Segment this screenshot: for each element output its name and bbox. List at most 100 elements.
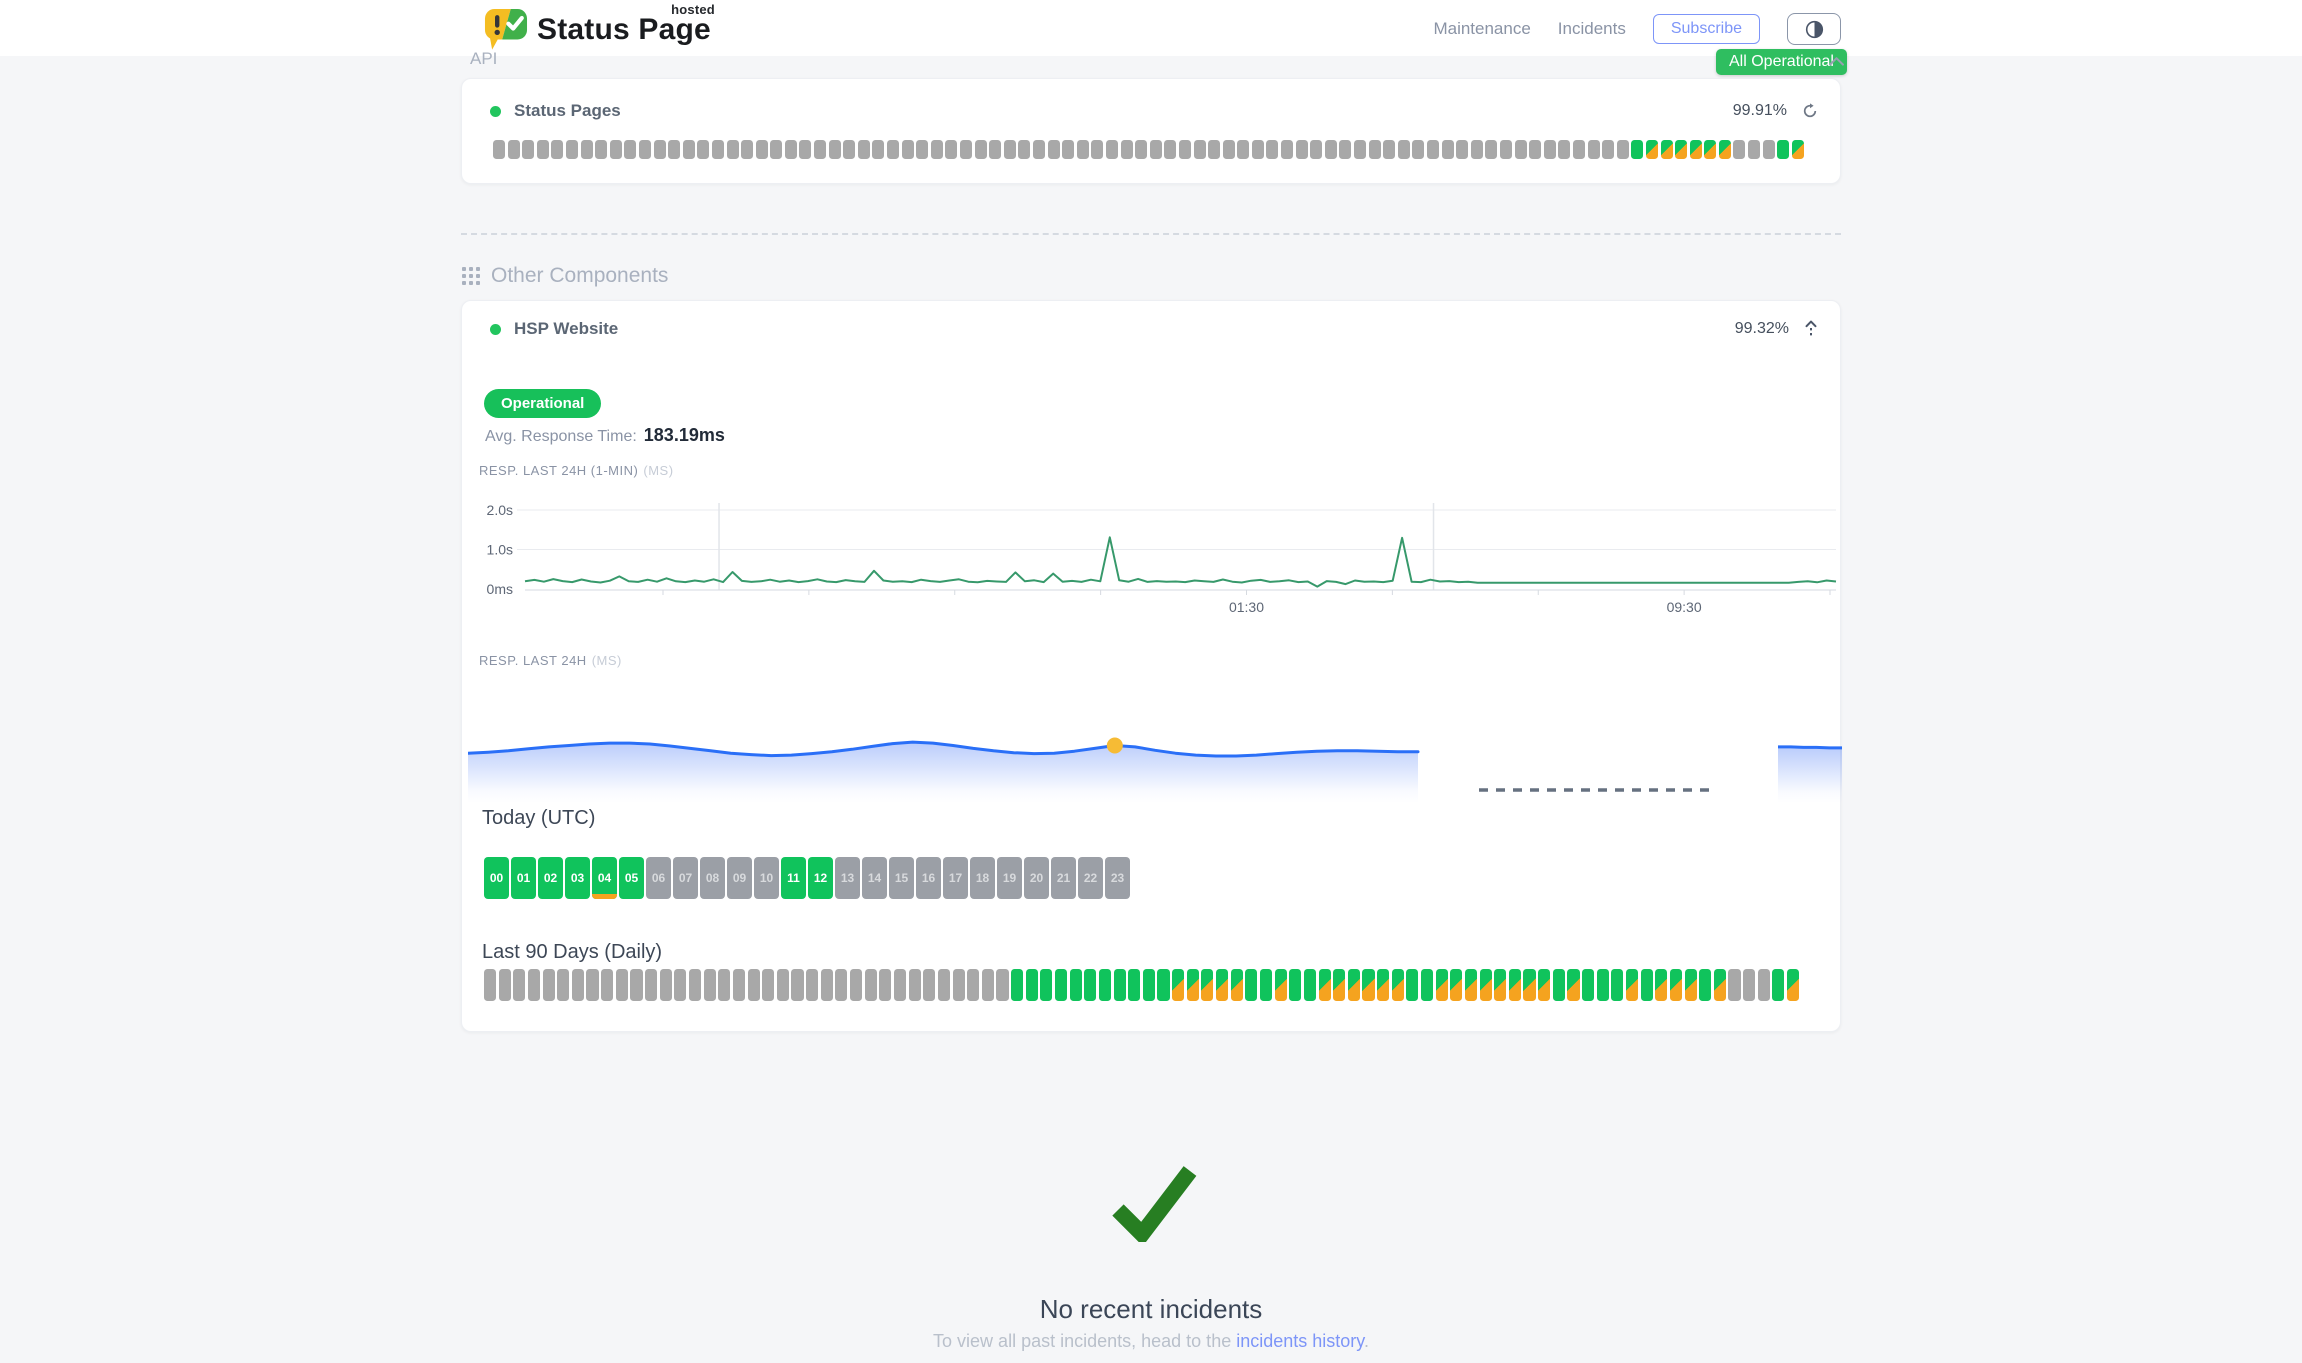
uptime-bar[interactable]	[996, 969, 1009, 1001]
uptime-bar[interactable]	[1704, 140, 1717, 159]
uptime-bar[interactable]	[1406, 969, 1419, 1001]
uptime-bar[interactable]	[1508, 969, 1521, 1001]
uptime-bar[interactable]	[565, 140, 578, 159]
uptime-bar[interactable]	[857, 140, 870, 159]
uptime-bar[interactable]	[1412, 140, 1425, 159]
uptime-bar[interactable]	[522, 140, 535, 159]
hour-cell-11[interactable]: 11	[781, 857, 806, 899]
uptime-bar[interactable]	[937, 969, 950, 1001]
uptime-bar[interactable]	[513, 969, 526, 1001]
uptime-bar[interactable]	[1748, 140, 1761, 159]
uptime-bar[interactable]	[1274, 969, 1287, 1001]
uptime-bar[interactable]	[945, 140, 958, 159]
uptime-bar[interactable]	[580, 140, 593, 159]
uptime-bar[interactable]	[835, 969, 848, 1001]
uptime-bar[interactable]	[1529, 140, 1542, 159]
uptime-bar[interactable]	[843, 140, 856, 159]
uptime-bar[interactable]	[1142, 969, 1155, 1001]
uptime-bar[interactable]	[1047, 140, 1060, 159]
uptime-bar[interactable]	[1172, 969, 1185, 1001]
uptime-bar[interactable]	[1362, 969, 1375, 1001]
uptime-bar[interactable]	[601, 969, 614, 1001]
uptime-bar[interactable]	[1713, 969, 1726, 1001]
uptime-bar[interactable]	[820, 969, 833, 1001]
theme-toggle-button[interactable]	[1787, 13, 1841, 45]
uptime-bar[interactable]	[484, 969, 497, 1001]
uptime-bar[interactable]	[952, 969, 965, 1001]
uptime-bar[interactable]	[653, 140, 666, 159]
uptime-bar[interactable]	[493, 140, 505, 159]
uptime-bar[interactable]	[791, 969, 804, 1001]
uptime-bar[interactable]	[1596, 969, 1609, 1001]
uptime-bar[interactable]	[726, 140, 739, 159]
uptime-bar[interactable]	[1237, 140, 1250, 159]
hour-cell-15[interactable]: 15	[889, 857, 914, 899]
uptime-bar[interactable]	[1383, 140, 1396, 159]
uptime-bar[interactable]	[1787, 969, 1800, 1001]
uptime-bar[interactable]	[747, 969, 760, 1001]
uptime-bar[interactable]	[1514, 140, 1527, 159]
hour-cell-17[interactable]: 17	[943, 857, 968, 899]
uptime-bar[interactable]	[1689, 140, 1702, 159]
uptime-bar[interactable]	[1543, 140, 1556, 159]
uptime-bar[interactable]	[1003, 140, 1016, 159]
uptime-bar[interactable]	[850, 969, 863, 1001]
uptime-bar[interactable]	[682, 140, 695, 159]
uptime-bar[interactable]	[1084, 969, 1097, 1001]
uptime-bar[interactable]	[1208, 140, 1221, 159]
uptime-bar[interactable]	[1333, 969, 1346, 1001]
uptime-bar[interactable]	[1303, 969, 1316, 1001]
uptime-bar[interactable]	[1567, 969, 1580, 1001]
uptime-bar[interactable]	[806, 969, 819, 1001]
uptime-bar[interactable]	[814, 140, 827, 159]
uptime-bar[interactable]	[527, 969, 541, 1001]
uptime-bar[interactable]	[1640, 969, 1653, 1001]
uptime-bar[interactable]	[1728, 969, 1741, 1001]
uptime-bar[interactable]	[1538, 969, 1551, 1001]
uptime-bar[interactable]	[1611, 969, 1624, 1001]
uptime-bar[interactable]	[711, 140, 724, 159]
collapse-component-button[interactable]	[1804, 320, 1818, 339]
uptime-bar[interactable]	[901, 140, 914, 159]
uptime-bar[interactable]	[1377, 969, 1390, 1001]
hour-cell-00[interactable]: 00	[484, 857, 509, 899]
uptime-bar[interactable]	[1281, 140, 1294, 159]
uptime-bar[interactable]	[1120, 140, 1133, 159]
uptime-bar[interactable]	[609, 140, 622, 159]
uptime-bar[interactable]	[1069, 969, 1082, 1001]
uptime-bar[interactable]	[1625, 969, 1639, 1001]
uptime-bar[interactable]	[507, 140, 520, 159]
uptime-bar[interactable]	[586, 969, 599, 1001]
uptime-bar[interactable]	[1018, 140, 1031, 159]
uptime-bar[interactable]	[1631, 140, 1644, 159]
uptime-bar[interactable]	[1572, 140, 1585, 159]
uptime-bar[interactable]	[1062, 140, 1075, 159]
uptime-bar[interactable]	[1339, 140, 1352, 159]
uptime-bar[interactable]	[1091, 140, 1104, 159]
uptime-bar[interactable]	[1289, 969, 1302, 1001]
uptime-bar[interactable]	[923, 969, 936, 1001]
uptime-bar[interactable]	[1098, 969, 1111, 1001]
uptime-bar[interactable]	[703, 969, 716, 1001]
uptime-bar[interactable]	[1791, 140, 1804, 159]
uptime-bar[interactable]	[595, 140, 608, 159]
uptime-bar[interactable]	[1324, 140, 1337, 159]
uptime-bar[interactable]	[967, 969, 980, 1001]
uptime-bar[interactable]	[1245, 969, 1258, 1001]
uptime-bar[interactable]	[799, 140, 812, 159]
nav-incidents[interactable]: Incidents	[1557, 19, 1626, 38]
uptime-bar[interactable]	[1318, 969, 1331, 1001]
uptime-bar[interactable]	[1552, 969, 1565, 1001]
uptime-bar[interactable]	[557, 969, 570, 1001]
uptime-bar[interactable]	[989, 140, 1002, 159]
uptime-bar[interactable]	[1040, 969, 1053, 1001]
uptime-bar[interactable]	[908, 969, 921, 1001]
uptime-bar[interactable]	[755, 140, 768, 159]
uptime-bar[interactable]	[571, 969, 584, 1001]
uptime-bar[interactable]	[1558, 140, 1571, 159]
uptime-bar[interactable]	[1368, 140, 1381, 159]
uptime-bar[interactable]	[784, 140, 797, 159]
uptime-bar[interactable]	[1157, 969, 1170, 1001]
incidents-history-link[interactable]: incidents history	[1236, 1331, 1364, 1351]
uptime-bar[interactable]	[668, 140, 681, 159]
